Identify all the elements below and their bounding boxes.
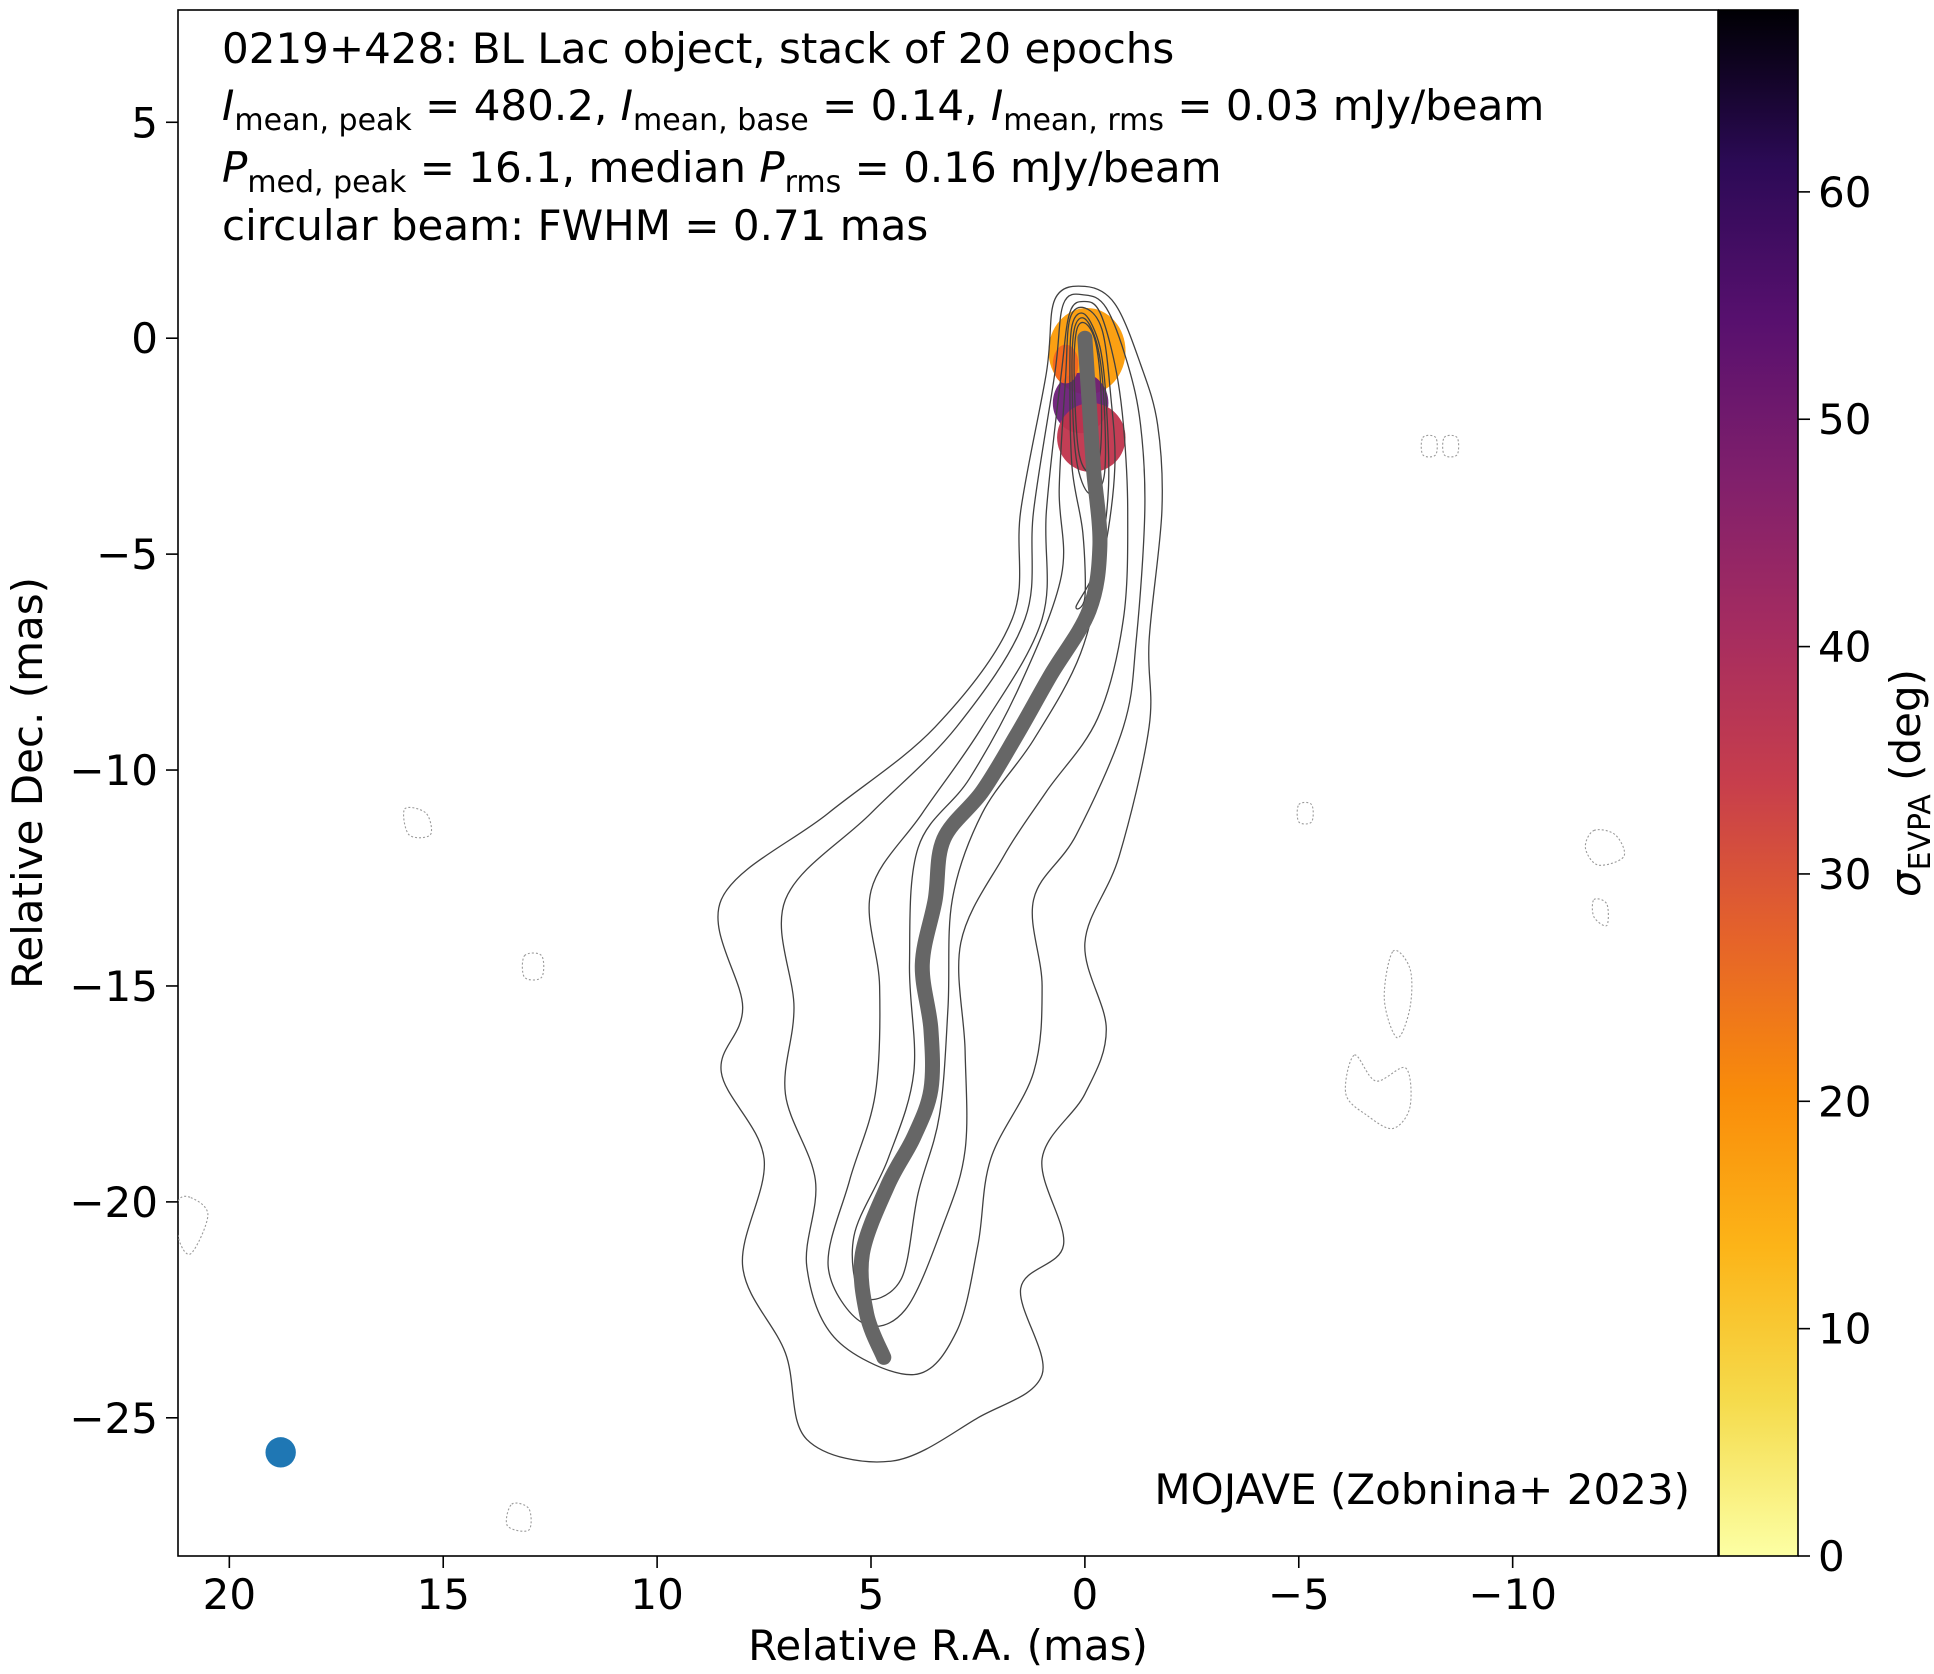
y-axis: 5 0 −5 −10 −15 −20 −25: [69, 98, 178, 1443]
intensity-contour-2: [780, 293, 1146, 1376]
colorbar-tick-label: 50: [1818, 395, 1871, 444]
y-tick-label: −20: [69, 1178, 158, 1227]
x-tick-label: −10: [1468, 1570, 1557, 1619]
intensity-contour-1: [717, 285, 1163, 1463]
intensity-contour-4: [851, 306, 1116, 1301]
colorbar-tick-label: 10: [1818, 1305, 1871, 1354]
x-tick-label: 0: [1072, 1570, 1099, 1619]
y-tick-label: −10: [69, 746, 158, 795]
plot-area: [177, 9, 1719, 1557]
colorbar-tick-label: 20: [1818, 1077, 1871, 1126]
intensity-contour-7: [1073, 321, 1103, 473]
y-tick-label: −25: [69, 1394, 158, 1443]
plot-content: [178, 285, 1626, 1532]
x-tick-label: 10: [630, 1570, 683, 1619]
credit-label: MOJAVE (Zobnina+ 2023): [1154, 1465, 1690, 1514]
x-axis: 20 15 10 5 0 −5 −10: [203, 1556, 1557, 1619]
y-tick-label: −15: [69, 962, 158, 1011]
title-line-3: Pmed, peak = 16.1, median Prms = 0.16 mJ…: [222, 143, 1222, 200]
jet-ridgeline: [853, 330, 1108, 1365]
y-tick-label: 0: [131, 314, 158, 363]
colorbar-ticks: 0 10 20 30 40 50 60: [1798, 168, 1871, 1581]
title-line-1: 0219+428: BL Lac object, stack of 20 epo…: [222, 24, 1174, 73]
colorbar-gradient: [1718, 9, 1799, 1557]
colorbar-tick-label: 30: [1818, 850, 1871, 899]
negative-contour-4: [403, 806, 433, 839]
x-tick-label: 5: [858, 1570, 885, 1619]
y-axis-label: Relative Dec. (mas): [3, 577, 52, 989]
negative-contour-3: [1584, 829, 1626, 866]
colorbar-tick-label: 60: [1818, 168, 1871, 217]
title-line-4: circular beam: FWHM = 0.71 mas: [222, 201, 928, 250]
negative-contour-9: [521, 952, 545, 981]
colorbar: 0 10 20 30 40 50 60 σEVPA (deg): [1718, 9, 1934, 1581]
title-line-2: Imean, peak = 480.2, Imean, base = 0.14,…: [222, 81, 1544, 138]
beam-marker: [265, 1437, 296, 1468]
title-block: 0219+428: BL Lac object, stack of 20 epo…: [222, 24, 1544, 250]
negative-contour-2: [1344, 1054, 1412, 1130]
negative-contour-5: [505, 1502, 532, 1532]
x-tick-label: 20: [203, 1570, 256, 1619]
intensity-contour-6: [1071, 317, 1107, 496]
negative-contour-1: [1383, 949, 1413, 1039]
y-tick-label: −5: [96, 530, 158, 579]
colorbar-tick-label: 40: [1818, 623, 1871, 672]
colorbar-tick-label: 0: [1818, 1532, 1845, 1581]
plot-frame: [177, 9, 1719, 1557]
intensity-contour-3: [827, 300, 1129, 1327]
negative-contour-10: [1591, 898, 1609, 927]
x-axis-label: Relative R.A. (mas): [748, 1621, 1148, 1670]
y-tick-label: 5: [131, 98, 158, 147]
x-tick-label: −5: [1268, 1570, 1330, 1619]
negative-contour-0: [178, 1195, 209, 1255]
x-tick-label: 15: [416, 1570, 469, 1619]
negative-contour-8: [1296, 801, 1314, 825]
colorbar-label: σEVPA (deg): [1881, 669, 1934, 897]
